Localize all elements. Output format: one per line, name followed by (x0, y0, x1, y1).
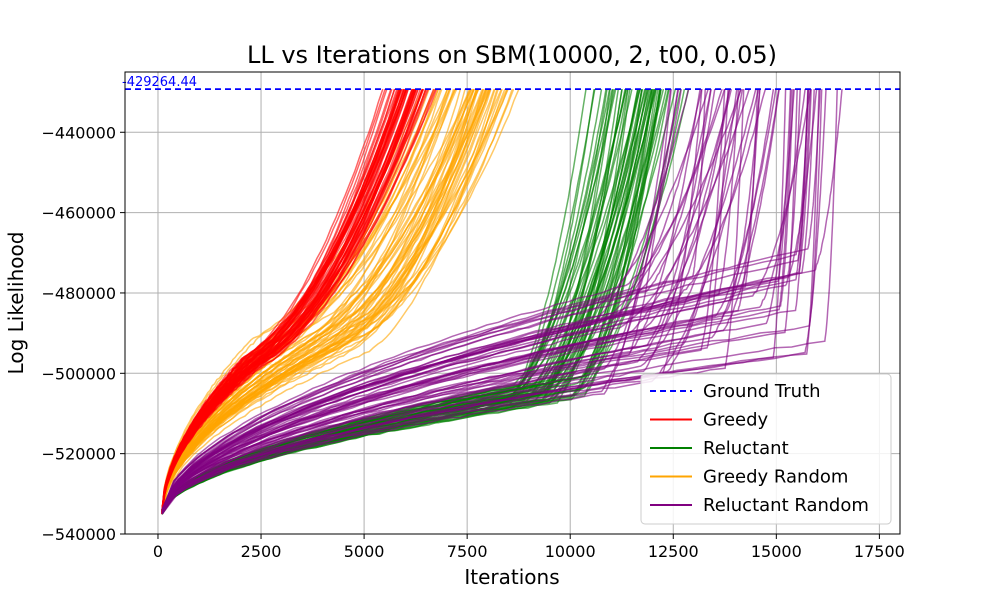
run-line (161, 88, 509, 514)
y-tick-label: −440000 (42, 123, 116, 142)
y-tick-label: −500000 (42, 364, 116, 383)
legend-label: Reluctant (703, 438, 789, 459)
run-line (161, 89, 792, 514)
y-axis-title: Log Likelihood (4, 232, 28, 375)
series-greedy (161, 88, 438, 515)
ground-truth-layer: -429264.44 (122, 75, 900, 90)
run-line (161, 88, 399, 514)
x-tick-label: 12500 (648, 542, 699, 561)
ground-truth-label: -429264.44 (122, 75, 197, 90)
plot-frame (124, 71, 901, 535)
run-line (161, 89, 798, 511)
run-line (161, 88, 384, 513)
run-line (161, 88, 712, 511)
legend-label: Greedy (703, 410, 769, 431)
run-line (161, 88, 731, 512)
x-tick-label: 15000 (751, 542, 802, 561)
legend-box (640, 373, 892, 525)
run-line (161, 89, 703, 513)
run-line (161, 88, 485, 514)
run-line (161, 88, 731, 513)
y-tick-label: −520000 (42, 445, 116, 464)
legend-label: Ground Truth (703, 381, 821, 402)
x-tick-label: 17500 (854, 542, 905, 561)
x-tick-label: 0 (153, 542, 163, 561)
run-line (161, 88, 425, 514)
run-line (161, 88, 733, 513)
y-tick-label: −540000 (42, 525, 116, 544)
run-line (161, 88, 723, 511)
run-line (161, 88, 703, 512)
legend-label: Greedy Random (703, 467, 848, 488)
y-axis-ticks: −540000 −520000 −500000 −480000 −460000 −4400… (42, 123, 125, 544)
run-line (161, 88, 520, 514)
run-line (161, 88, 492, 513)
run-line (161, 89, 811, 514)
run-line (161, 89, 838, 515)
x-axis-title: Iterations (464, 565, 559, 589)
run-line (161, 88, 757, 514)
run-line (161, 89, 672, 512)
x-tick-label: 5000 (344, 542, 385, 561)
x-tick-label: 10000 (545, 542, 596, 561)
run-line (161, 89, 821, 511)
y-tick-label: −460000 (42, 204, 116, 223)
legend-label: Reluctant Random (703, 495, 869, 516)
x-tick-label: 7500 (447, 542, 488, 561)
run-line (161, 88, 679, 511)
run-line (161, 88, 709, 514)
run-line (161, 89, 823, 512)
run-line (161, 88, 767, 515)
legend: Ground Truth Greedy Reluctant Greedy Random… (640, 373, 892, 525)
series-layer (161, 88, 843, 515)
chart-title: LL vs Iterations on SBM(10000, 2, t00, 0… (247, 41, 777, 69)
run-line (161, 88, 472, 510)
y-tick-label: −480000 (42, 284, 116, 303)
x-axis-ticks: 0 2500 5000 7500 10000 12500 15000 17500 (153, 534, 905, 561)
run-line (161, 88, 415, 515)
run-line (161, 88, 812, 510)
x-tick-label: 2500 (241, 542, 282, 561)
